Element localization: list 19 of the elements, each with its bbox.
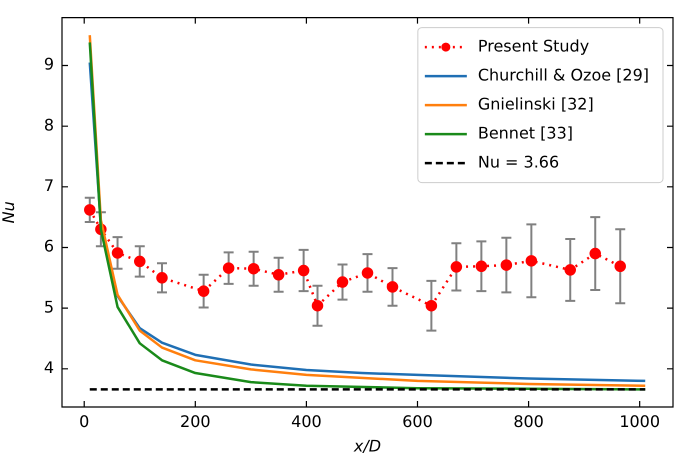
- x-tick-label: 0: [79, 412, 90, 431]
- x-tick-label: 1000: [619, 412, 660, 431]
- y-tick-label: 7: [44, 176, 54, 195]
- legend-label: Nu = 3.66: [478, 152, 560, 172]
- x-tick-label: 200: [180, 412, 211, 431]
- x-tick-label: 800: [513, 412, 544, 431]
- y-axis-title: Nu: [0, 201, 18, 224]
- y-tick-label: 8: [44, 115, 54, 134]
- x-tick-label: 600: [402, 412, 433, 431]
- x-tick-label: 400: [291, 412, 322, 431]
- y-tick-label: 4: [44, 358, 54, 377]
- legend-label: Gnielinski [32]: [478, 94, 594, 114]
- y-tick-label: 6: [44, 236, 54, 256]
- legend-label: Present Study: [478, 36, 590, 56]
- x-axis-title: x/D: [352, 436, 382, 456]
- y-tick-label: 5: [44, 297, 54, 316]
- y-tick-label: 9: [44, 54, 54, 74]
- legend-label: Churchill & Ozoe [29]: [478, 65, 649, 84]
- legend-label: Bennet [33]: [478, 123, 573, 142]
